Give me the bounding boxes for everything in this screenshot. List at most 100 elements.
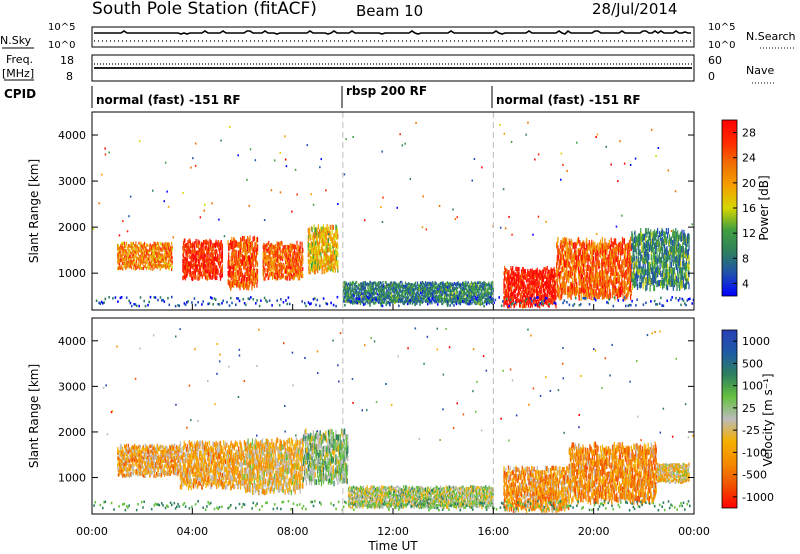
heatmap-cell [243, 284, 246, 290]
heatmap-cell [382, 289, 384, 293]
heatmap-cell [235, 278, 237, 285]
heatmap-cell [322, 229, 324, 235]
heatmap-cell [253, 264, 255, 270]
heatmap-cell [134, 267, 136, 271]
heatmap-cell [457, 286, 459, 290]
heatmap-cell [291, 265, 293, 270]
heatmap-cell [479, 298, 481, 301]
heatmap-cell [214, 275, 217, 281]
heatmap-cell [446, 293, 449, 297]
heatmap-cell [376, 290, 378, 293]
heatmap-cell [403, 284, 405, 288]
heatmap-cell [486, 289, 488, 293]
heatmap-cell [413, 296, 415, 299]
heatmap-cell [166, 252, 168, 256]
heatmap-cell [250, 274, 252, 280]
heatmap-cell [368, 301, 370, 305]
heatmap-cell [152, 257, 155, 261]
power-heatmap-marks [92, 112, 695, 310]
heatmap-cell [264, 267, 266, 272]
heatmap-cell [361, 289, 363, 293]
heatmap-cell [377, 296, 379, 299]
heatmap-cell [421, 282, 423, 286]
heatmap-cell [182, 269, 185, 274]
heatmap-cell [598, 260, 600, 267]
heatmap-cell [348, 297, 350, 301]
heatmap-cell [331, 266, 333, 272]
heatmap-cell [577, 260, 579, 267]
heatmap-cell [483, 294, 486, 297]
heatmap-cell [256, 273, 259, 280]
heatmap-cell [264, 245, 266, 250]
heatmap-cell [477, 284, 479, 287]
heatmap-cell [423, 289, 425, 293]
heatmap-cell [316, 227, 318, 233]
heatmap-cell [487, 296, 489, 299]
heatmap-cell [166, 243, 168, 247]
heatmap-cell [488, 283, 491, 287]
heatmap-cell [194, 259, 197, 264]
heatmap-cell [159, 252, 161, 256]
heatmap-cell [534, 297, 536, 302]
heatmap-cell [485, 287, 487, 290]
heatmap-cell [349, 286, 351, 289]
heatmap-cell [137, 252, 140, 256]
heatmap-cell [292, 260, 294, 265]
heatmap-cell [472, 282, 474, 286]
heatmap-cell [166, 257, 168, 261]
heatmap-cell [596, 293, 599, 300]
heatmap-cell [559, 277, 561, 285]
heatmap-cell [310, 249, 313, 255]
heatmap-cell [521, 289, 523, 294]
heatmap-cell [393, 281, 395, 285]
heatmap-cell [520, 275, 523, 280]
heatmap-cell [440, 290, 442, 293]
heatmap-cell [532, 270, 535, 275]
heatmap-cell [454, 297, 456, 301]
heatmap-cell [388, 300, 390, 304]
heatmap-cell [414, 287, 417, 291]
heatmap-cell [330, 263, 333, 269]
heatmap-cell [588, 292, 590, 300]
heatmap-cell [517, 269, 519, 275]
heatmap-cell [230, 274, 232, 281]
heatmap-cell [431, 292, 433, 295]
heatmap-cell [245, 242, 247, 248]
heatmap-cell [308, 265, 310, 271]
heatmap-cell [332, 237, 334, 243]
heatmap-cell [234, 242, 236, 248]
heatmap-cell [504, 298, 506, 303]
heatmap-cell [255, 252, 257, 259]
heatmap-cell [285, 269, 287, 274]
heatmap-cell [430, 283, 432, 287]
heatmap-cell [382, 300, 384, 304]
heatmap-cell [189, 249, 192, 255]
heatmap-cell [142, 247, 145, 251]
heatmap-cell [237, 263, 239, 269]
heatmap-cell [254, 242, 256, 248]
heatmap-cell [219, 261, 222, 266]
heatmap-cell [583, 263, 585, 270]
heatmap-cell [186, 245, 188, 251]
heatmap-cell [123, 248, 125, 252]
heatmap-cell [522, 297, 524, 302]
heatmap-cell [421, 285, 424, 288]
heatmap-cell [271, 247, 273, 252]
heatmap-cell [194, 241, 196, 246]
heatmap-cell [335, 245, 337, 251]
heatmap-cell [229, 245, 231, 251]
heatmap-cell [364, 297, 367, 301]
heatmap-cell [324, 251, 326, 257]
heatmap-cell [435, 293, 437, 297]
heatmap-cell [274, 275, 276, 280]
heatmap-cell [388, 291, 390, 295]
heatmap-cell [199, 252, 201, 258]
heatmap-cell [601, 293, 604, 300]
heatmap-cell [414, 281, 417, 285]
heatmap-cell [199, 272, 201, 277]
heatmap-cell [319, 229, 321, 235]
heatmap-cell [440, 300, 442, 303]
heatmap-cell [388, 293, 390, 297]
heatmap-cell [523, 275, 525, 280]
heatmap-cell [268, 275, 270, 280]
